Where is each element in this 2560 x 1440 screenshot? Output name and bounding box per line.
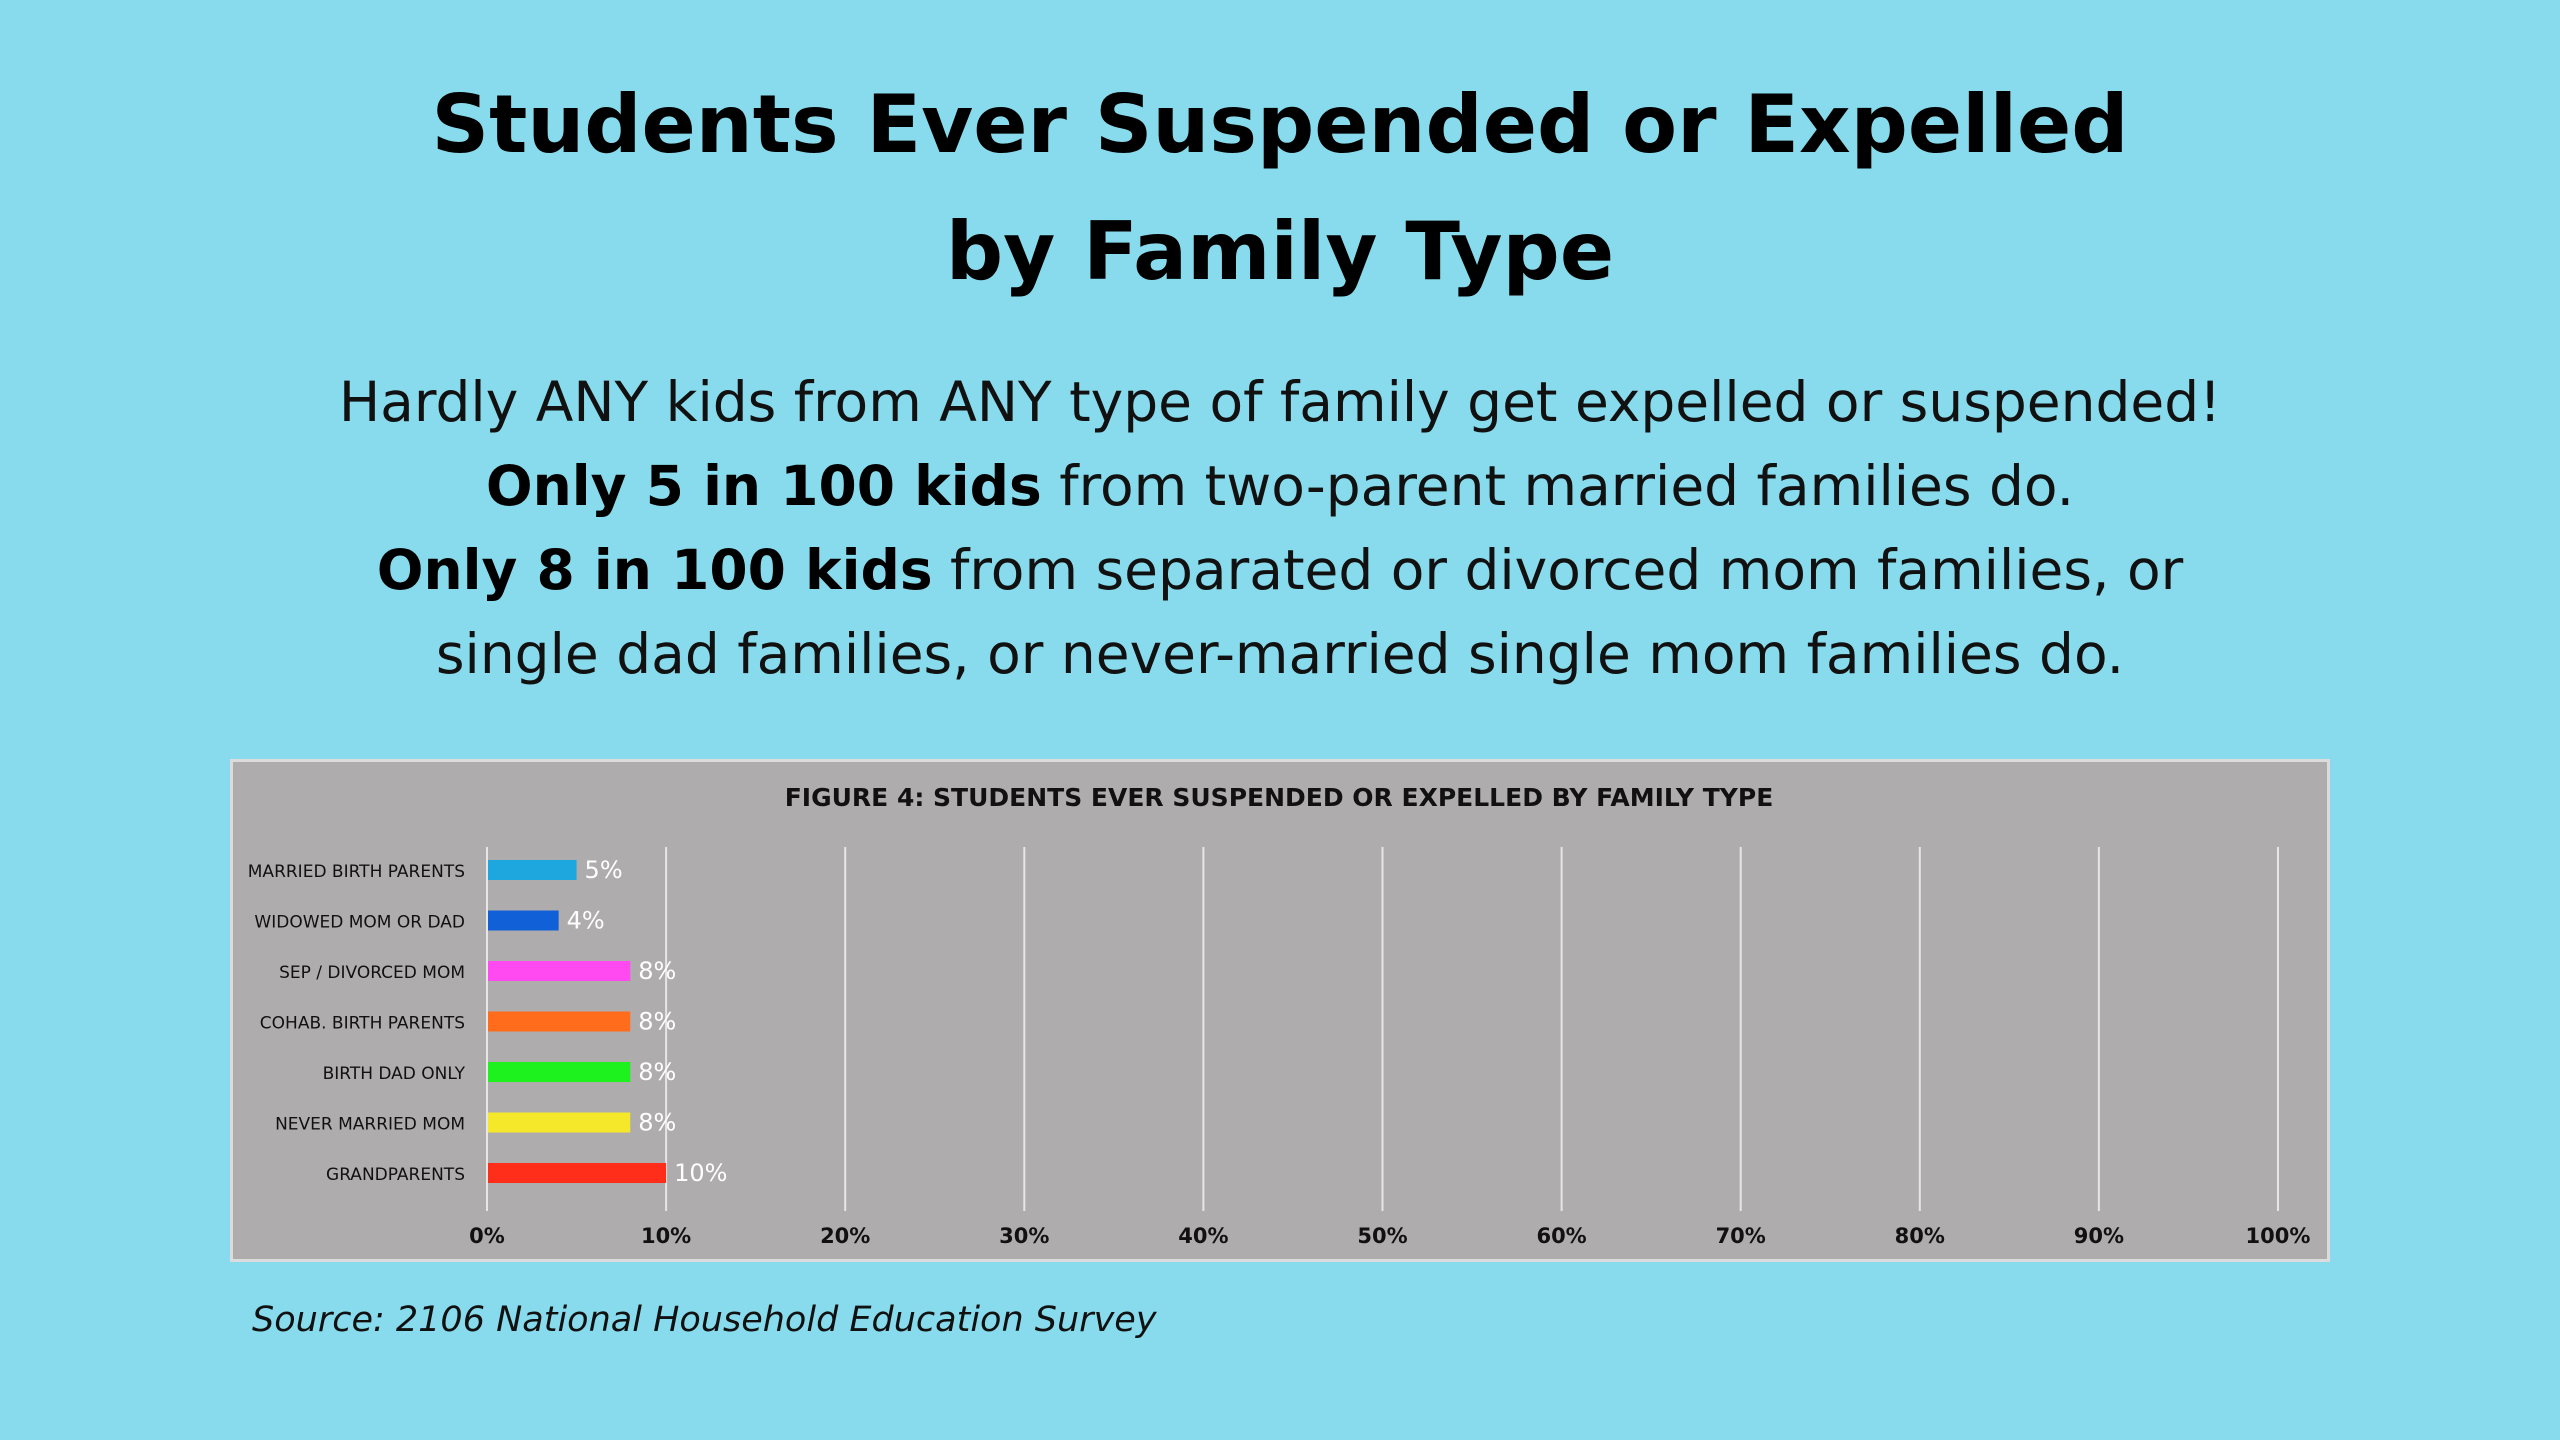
bar: [488, 1011, 631, 1032]
x-tick-label: 100%: [2246, 1224, 2311, 1248]
source-note: Source: 2106 National Household Educatio…: [252, 1300, 1157, 1340]
x-tick-label: 20%: [820, 1224, 870, 1248]
category-label: BIRTH DAD ONLY: [323, 1064, 466, 1084]
x-tick-label: 80%: [1895, 1224, 1945, 1248]
x-tick-label: 0%: [469, 1224, 505, 1248]
chart-title: FIGURE 4: STUDENTS EVER SUSPENDED OR EXP…: [785, 783, 1774, 812]
summary-line-2: Only 5 in 100 kids from two-parent marri…: [0, 444, 2560, 528]
chart-panel: FIGURE 4: STUDENTS EVER SUSPENDED OR EXP…: [230, 759, 2330, 1262]
x-tick-label: 40%: [1178, 1224, 1228, 1248]
summary-line-3-rest: from separated or divorced mom families,…: [932, 538, 2184, 602]
value-label: 8%: [638, 1058, 676, 1086]
value-label: 8%: [638, 1008, 676, 1036]
bar: [488, 860, 577, 880]
x-axis-ticks: 0% 10% 20% 30% 40% 50% 60% 70% 80% 90% 100%: [469, 1224, 2310, 1248]
x-tick-label: 10%: [641, 1224, 691, 1248]
x-tick-label: 60%: [1536, 1224, 1586, 1248]
value-label: 8%: [638, 1109, 676, 1137]
x-tick-label: 70%: [1716, 1224, 1766, 1248]
bar-chart: FIGURE 4: STUDENTS EVER SUSPENDED OR EXP…: [248, 783, 2311, 1248]
summary-line-1: Hardly ANY kids from ANY type of family …: [338, 370, 2222, 434]
summary-line-4: single dad families, or never-married si…: [435, 622, 2125, 686]
category-label: COHAB. BIRTH PARENTS: [260, 1014, 465, 1034]
category-label: MARRIED BIRTH PARENTS: [248, 862, 465, 882]
summary-line-3-bold: Only 8 in 100 kids: [376, 538, 933, 602]
category-label: SEP / DIVORCED MOM: [279, 963, 465, 983]
bar: [488, 1112, 631, 1133]
gridlines: [486, 847, 2279, 1211]
page-title-line-1: Students Ever Suspended or Expelled: [431, 78, 2129, 171]
bar: [488, 961, 631, 981]
category-labels: MARRIED BIRTH PARENTS WIDOWED MOM OR DAD S…: [248, 862, 466, 1185]
x-tick-label: 50%: [1357, 1224, 1407, 1248]
summary-line-2-rest: from two-parent married families do.: [1041, 454, 2075, 518]
value-label: 10%: [674, 1159, 727, 1187]
bar: [488, 910, 559, 931]
bar: [488, 1163, 667, 1183]
value-labels: 5% 4% 8% 8% 8% 8% 10%: [567, 856, 728, 1187]
summary-line-3: Only 8 in 100 kids from separated or div…: [0, 528, 2560, 612]
summary-text: Hardly ANY kids from ANY type of family …: [0, 360, 2560, 696]
value-label: 4%: [567, 907, 605, 935]
category-label: NEVER MARRIED MOM: [275, 1115, 465, 1135]
page-title-line-2: by Family Type: [945, 205, 1615, 298]
category-label: WIDOWED MOM OR DAD: [254, 913, 465, 933]
bars: [488, 860, 667, 1183]
category-label: GRANDPARENTS: [326, 1165, 465, 1185]
value-label: 5%: [585, 856, 623, 884]
value-label: 8%: [638, 957, 676, 985]
x-tick-label: 90%: [2074, 1224, 2124, 1248]
summary-line-2-bold: Only 5 in 100 kids: [485, 454, 1042, 518]
x-tick-label: 30%: [999, 1224, 1049, 1248]
bar: [488, 1062, 631, 1082]
